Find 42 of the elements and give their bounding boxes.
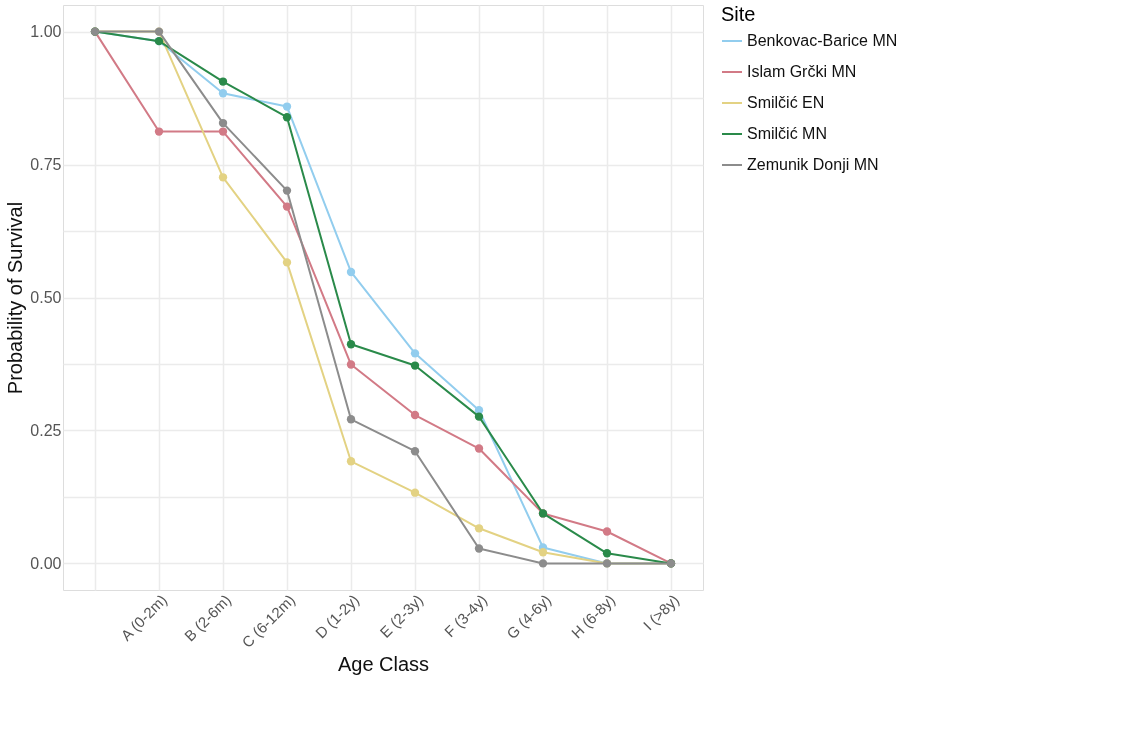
y-tick-label: 0.50 [30,289,62,306]
point [282,102,292,111]
legend-label: Islam Grčki MN [747,63,857,80]
legend-title: Site [721,3,756,25]
point [218,173,228,182]
point [410,447,420,456]
point [474,412,484,421]
point [282,113,292,122]
y-tick-label: 0.75 [30,156,62,174]
point [282,186,292,195]
point [474,544,484,553]
point [346,267,356,277]
point [538,559,548,568]
point [218,89,228,98]
point [602,549,612,558]
point [474,524,484,533]
point [602,527,612,536]
point [218,127,228,136]
point [154,127,164,136]
point [410,361,420,370]
point [538,548,548,557]
point [346,360,356,369]
legend-label: Benkovac-Barice MN [747,32,898,49]
point [346,457,356,466]
y-tick-label: 1.00 [30,23,62,41]
y-axis-title: Probability of Survival [4,201,27,395]
legend-label: Zemunik Donji MN [747,156,879,173]
point [410,410,420,420]
y-tick-label: 0.25 [30,421,62,439]
point [282,258,292,267]
point [474,444,484,453]
point [346,415,356,424]
point [282,202,292,211]
point [410,349,420,358]
legend-label: Smilčić MN [747,125,827,142]
x-axis-title: Age Class [337,652,430,675]
point [410,488,420,497]
y-tick-label: 0.00 [30,554,62,572]
point [218,118,228,128]
legend-label: Smilčić EN [747,94,825,111]
point [346,340,356,349]
point [218,77,228,86]
